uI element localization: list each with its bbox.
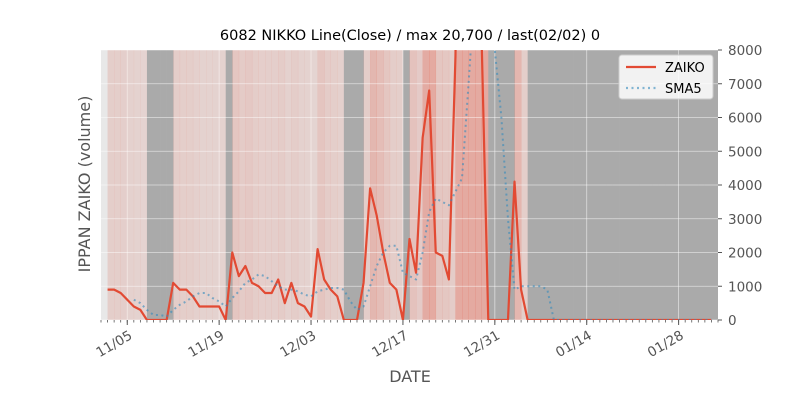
- legend-label: SMA5: [665, 82, 702, 97]
- x-tick-label: 11/19: [185, 328, 227, 361]
- y-tick-label: 2000: [728, 246, 762, 262]
- x-axis-label: DATE: [389, 367, 431, 386]
- y-tick-label: 4000: [728, 178, 762, 194]
- zaiko-series-line: [107, 50, 712, 320]
- x-tick-label: 12/31: [461, 328, 503, 361]
- legend: ZAIKO SMA5: [618, 54, 714, 100]
- y-axis: 0 1000 2000 3000 4000 5000 6000 7000 8000: [718, 43, 762, 329]
- y-tick-label: 1000: [728, 279, 762, 295]
- x-tick-label: 11/05: [94, 328, 136, 361]
- y-axis-label: IPPAN ZAIKO (volume): [75, 96, 94, 273]
- y-tick-label: 6000: [728, 111, 762, 127]
- y-tick-label: 3000: [728, 212, 762, 228]
- series-group: [107, 50, 712, 320]
- legend-label: ZAIKO: [665, 61, 705, 76]
- x-tick-label: 01/28: [645, 328, 687, 361]
- x-axis: 11/05 11/19 12/03 12/17 12/31 01/14 01/28: [94, 320, 719, 361]
- y-tick-label: 5000: [728, 144, 762, 160]
- chart-title: 6082 NIKKO Line(Close) / max 20,700 / la…: [220, 28, 600, 44]
- y-tick-label: 7000: [728, 77, 762, 93]
- x-tick-label: 12/03: [277, 328, 319, 361]
- x-tick-label: 01/14: [553, 328, 595, 361]
- sma5-series-line: [133, 50, 712, 320]
- y-tick-label: 8000: [728, 43, 762, 59]
- x-tick-label: 12/17: [369, 328, 411, 361]
- y-tick-label: 0: [728, 313, 737, 329]
